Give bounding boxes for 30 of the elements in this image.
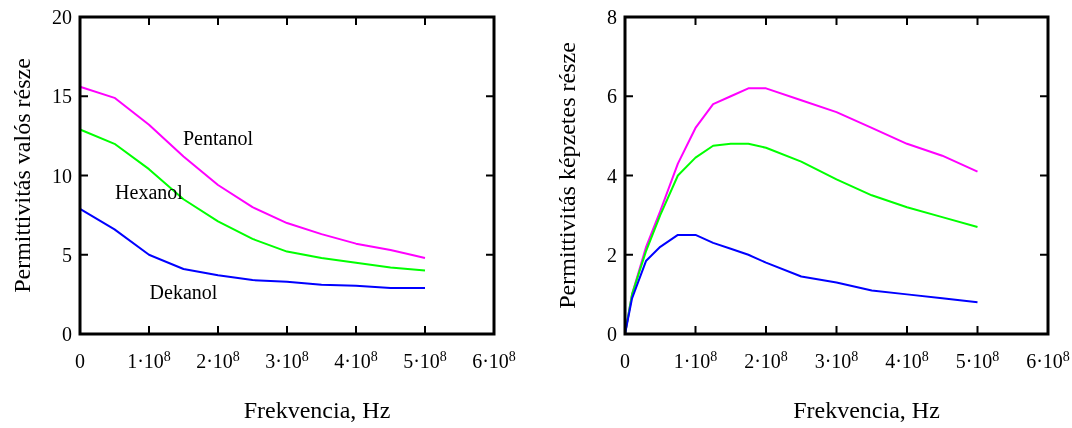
series-label: Dekanol: [149, 281, 218, 304]
x-tick-label: 3·10$^{8}$: [814, 348, 859, 372]
x-tick-label: 5·10$^{8}$: [403, 348, 447, 372]
x-axis-title: Frekvencia, Hz: [243, 397, 391, 423]
y-tick-label: 2: [607, 243, 617, 266]
y-tick-label: 8: [607, 6, 617, 28]
y-axis-title: Permittivitás valós része: [9, 58, 35, 293]
x-tick-label: 5·10$^{8}$: [955, 348, 1000, 372]
x-tick-label: 6·10$^{8}$: [1026, 348, 1070, 372]
y-tick-label: 0: [62, 323, 72, 345]
y-tick-label: 0: [607, 323, 617, 345]
y-axis-title: Permittivitás képzetes része: [554, 42, 580, 309]
x-tick-label: 4·10$^{8}$: [334, 348, 378, 372]
line-series: [79, 85, 426, 259]
y-tick-label: 15: [52, 85, 72, 108]
line-series: [79, 128, 426, 272]
y-tick-label: 10: [52, 164, 72, 187]
series-label: Pentanol: [183, 127, 254, 150]
y-tick-label: 20: [52, 6, 72, 28]
y-tick-label: 5: [62, 243, 72, 266]
x-tick-label: 6·10$^{8}$: [472, 348, 516, 372]
x-tick-label: 3·10$^{8}$: [265, 348, 309, 372]
x-tick-label: 4·10$^{8}$: [885, 348, 929, 372]
x-tick-label: 2·10$^{8}$: [744, 348, 788, 372]
x-tick-label: 1·10$^{8}$: [127, 348, 171, 372]
y-tick-label: 6: [607, 85, 617, 108]
x-tick-label: 1·10$^{8}$: [673, 348, 718, 372]
x-axis-title: Frekvencia, Hz: [793, 397, 940, 423]
x-tick-label: 2·10$^{8}$: [196, 348, 240, 372]
y-tick-label: 4: [607, 164, 617, 187]
